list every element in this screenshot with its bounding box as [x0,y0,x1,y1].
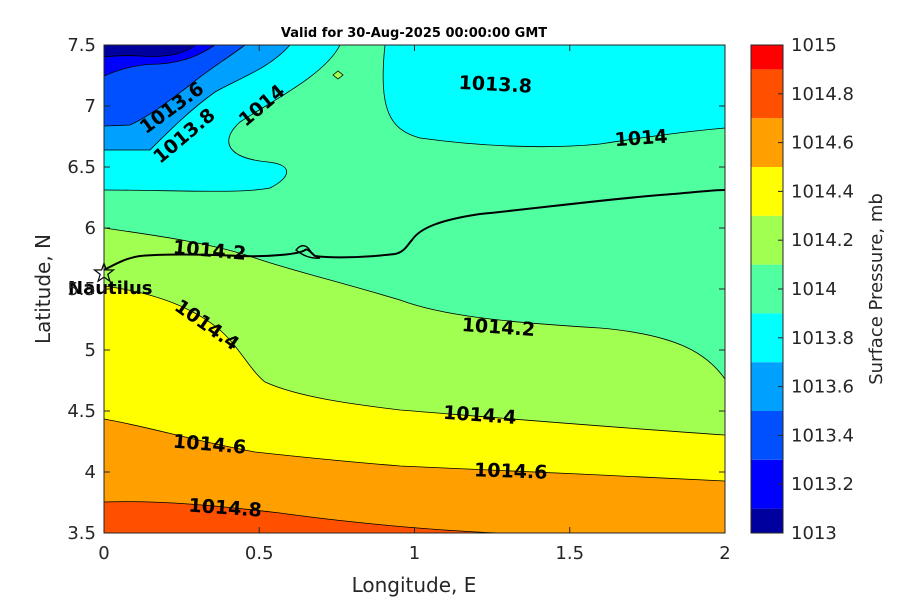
plot-area [104,45,725,533]
contour-line-1014-0 [103,227,726,380]
colorbar: 1013 1013.2 1013.4 1013.6 1013.8 1014 1014.2 10… [750,35,854,544]
colorbar-segment [751,69,783,119]
contour-line-1014-8 [103,501,501,534]
coastline [103,189,726,271]
x-axis-label: Longitude, E [352,573,477,597]
y-tick-label: 5 [85,340,96,361]
colorbar-tick-label: 1014.2 [791,230,854,251]
y-tick-label: 4.5 [67,401,96,422]
marker-label: Nautilus [68,278,153,299]
colorbar-segment [751,264,783,314]
colorbar-tick-label: 1013.8 [791,328,854,349]
colorbar-segment [751,45,783,70]
contour-line-1014-4 [103,285,726,436]
chart-title: Valid for 30-Aug-2025 00:00:00 GMT [281,26,547,41]
coastline-detail [295,245,321,259]
contour-line-1013-8-right [382,44,726,148]
colorbar-segment [751,313,783,363]
x-tick-label: 2 [719,543,730,564]
contour-fill-band-1014-8 [104,501,500,533]
contour-line-1013-0 [103,44,196,58]
colorbar-segment [751,215,783,265]
x-axis: 0 0.5 1 1.5 2 [98,45,731,564]
colorbar-tick-label: 1013 [791,523,837,544]
contour-line-1014-6 [103,418,726,482]
y-axis-label: Latitude, N [31,234,55,344]
colorbar-tick-label: 1013.6 [791,377,854,398]
colorbar-tick-label: 1014.6 [791,133,854,154]
y-tick-label: 6.5 [67,157,96,178]
y-tick-label: 7 [85,96,96,117]
y-tick-label: 4 [85,462,96,483]
contour-label: 1014.4 [442,402,517,429]
contour-label: 1014 [614,126,668,152]
contour-fill-band-1013-0 [104,45,195,57]
colorbar-tick-label: 1014.4 [791,181,854,202]
x-tick-label: 1.5 [555,543,584,564]
contour-label: 1013.8 [458,72,532,98]
contour-fill-band-1014-6 [104,419,725,533]
colorbar-segment [751,167,783,216]
colorbar-tick-label: 1015 [791,35,837,56]
contour-label: 1014.8 [188,495,263,522]
colorbar-tick-label: 1013.4 [791,425,854,446]
contour-line-1013-8-left [103,44,341,192]
contour-line-1013-4 [103,44,246,127]
contour-line-1013-6 [104,44,291,151]
x-tick-label: 0 [98,543,109,564]
colorbar-segment [751,459,783,509]
contour-fill-band-1013-8-right [104,45,725,147]
colorbar-segment [751,362,783,411]
contour-island [332,70,344,80]
colorbar-tick-label: 1014 [791,279,837,300]
contour-label: 1014.6 [474,459,548,484]
colorbar-tick-label: 1014.8 [791,84,854,105]
colorbar-segment [751,508,783,533]
colorbar-tick-label: 1013.2 [791,474,854,495]
colorbar-label: Surface Pressure, mb [866,193,887,385]
contour-label: 1014.2 [461,314,536,341]
x-tick-label: 0.5 [245,543,274,564]
colorbar-segment [751,411,783,460]
contour-line-1013-2 [103,44,216,77]
y-tick-label: 5.5 [67,279,96,300]
x-tick-label: 1 [409,543,420,564]
y-axis: 3.5 4 4.5 5 5.5 6 6.5 7 7.5 [67,35,725,544]
colorbar-segment [751,118,783,167]
y-tick-label: 6 [85,218,96,239]
contour-lines [103,44,726,534]
y-tick-label: 3.5 [67,523,96,544]
y-tick-label: 7.5 [67,35,96,56]
